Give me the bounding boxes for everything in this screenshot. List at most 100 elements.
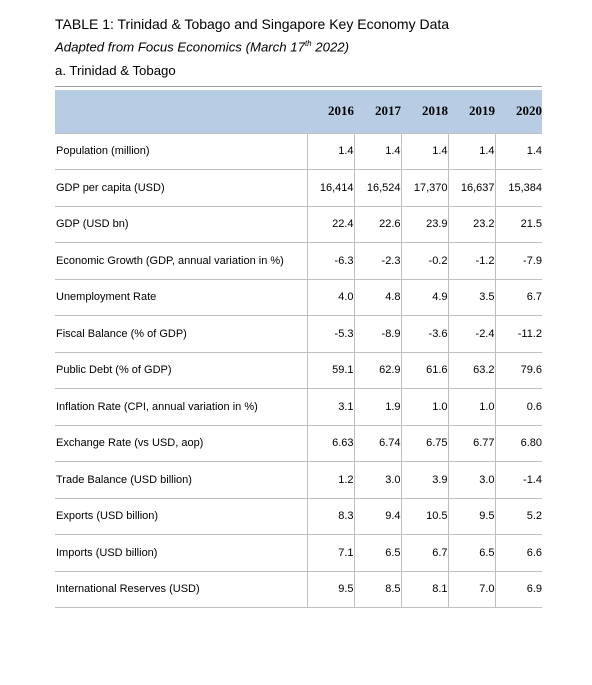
value-cell: 6.77: [447, 425, 496, 462]
value-cell: 1.0: [400, 388, 449, 425]
value-cell: -2.4: [447, 315, 496, 352]
row-label: Imports (USD billion): [56, 546, 158, 559]
value-cell: 21.5: [494, 206, 542, 243]
value-cell: 4.0: [306, 279, 354, 316]
divider: [55, 86, 542, 87]
value-cell: 63.2: [447, 352, 496, 389]
table-row: Unemployment Rate 4.0 4.8 4.9 3.5 6.7: [55, 279, 542, 316]
row-label: Public Debt (% of GDP): [56, 364, 172, 377]
value-cell: -2.3: [353, 242, 401, 279]
value-cell: 17,370: [400, 169, 449, 206]
table-row: Economic Growth (GDP, annual variation i…: [55, 242, 542, 279]
section-heading: a. Trinidad & Tobago: [55, 63, 176, 78]
value-cell: 3.1: [306, 388, 354, 425]
value-cell: 1.9: [353, 388, 401, 425]
value-cell: 4.8: [353, 279, 401, 316]
year-header: 2018: [422, 103, 448, 119]
value-cell: -1.2: [447, 242, 496, 279]
value-cell: 62.9: [353, 352, 401, 389]
economy-data-table: 2016 2017 2018 2019 2020 Population (mil…: [55, 90, 542, 608]
row-label: Population (million): [56, 145, 150, 158]
value-cell: 0.6: [494, 388, 542, 425]
value-cell: 1.2: [306, 461, 354, 498]
row-label: Economic Growth (GDP, annual variation i…: [56, 254, 284, 267]
value-cell: -5.3: [306, 315, 354, 352]
table-row: International Reserves (USD) 9.5 8.5 8.1 7.0…: [55, 571, 542, 608]
value-cell: 1.4: [306, 133, 354, 170]
value-cell: 3.5: [447, 279, 496, 316]
value-cell: 3.9: [400, 461, 449, 498]
row-label: Inflation Rate (CPI, annual variation in…: [56, 400, 258, 413]
row-label: Exports (USD billion): [56, 510, 159, 523]
year-header: 2019: [469, 103, 495, 119]
value-cell: 8.5: [353, 571, 401, 608]
value-cell: 6.74: [353, 425, 401, 462]
value-cell: -7.9: [494, 242, 542, 279]
table-row: Exchange Rate (vs USD, aop) 6.63 6.74 6.75 6…: [55, 425, 542, 462]
value-cell: 6.75: [400, 425, 449, 462]
value-cell: 15,384: [494, 169, 542, 206]
value-cell: 7.0: [447, 571, 496, 608]
table-row: Imports (USD billion) 7.1 6.5 6.7 6.5 6.6: [55, 534, 542, 571]
row-label: GDP (USD bn): [56, 218, 129, 231]
row-label: International Reserves (USD): [56, 583, 200, 596]
row-label: Unemployment Rate: [56, 291, 157, 304]
row-label: Exchange Rate (vs USD, aop): [56, 437, 204, 450]
value-cell: 79.6: [494, 352, 542, 389]
value-cell: 16,524: [353, 169, 401, 206]
value-cell: 16,637: [447, 169, 496, 206]
value-cell: 3.0: [353, 461, 401, 498]
value-cell: 23.2: [447, 206, 496, 243]
row-label: Trade Balance (USD billion): [56, 473, 192, 486]
value-cell: 4.9: [400, 279, 449, 316]
value-cell: 6.7: [494, 279, 542, 316]
value-cell: 16,414: [306, 169, 354, 206]
row-label: GDP per capita (USD): [56, 181, 165, 194]
row-label: Fiscal Balance (% of GDP): [56, 327, 187, 340]
subtitle-text-end: 2022): [311, 39, 350, 55]
value-cell: 6.5: [447, 534, 496, 571]
value-cell: 1.4: [400, 133, 449, 170]
value-cell: -11.2: [494, 315, 542, 352]
value-cell: 6.5: [353, 534, 401, 571]
subtitle-text: Adapted from Focus Economics (March 17: [55, 39, 305, 55]
value-cell: 1.0: [447, 388, 496, 425]
table-row: Trade Balance (USD billion) 1.2 3.0 3.9 3.0-…: [55, 461, 542, 498]
value-cell: 1.4: [494, 133, 542, 170]
value-cell: 9.5: [306, 571, 354, 608]
value-cell: 1.4: [353, 133, 401, 170]
table-row: GDP (USD bn) 22.4 22.6 23.9 23.2 21.5: [55, 206, 542, 243]
table-row: Public Debt (% of GDP) 59.1 62.9 61.6 63.2 79…: [55, 352, 542, 389]
table-header-row: 2016 2017 2018 2019 2020: [55, 90, 542, 133]
header-label-cell: [55, 90, 307, 133]
year-header: 2016: [328, 103, 354, 119]
value-cell: -6.3: [306, 242, 354, 279]
table-row: Population (million) 1.4 1.4 1.4 1.4 1.4: [55, 133, 542, 170]
value-cell: 5.2: [494, 498, 542, 535]
value-cell: -3.6: [400, 315, 449, 352]
value-cell: 9.4: [353, 498, 401, 535]
value-cell: -0.2: [400, 242, 449, 279]
subtitle-superscript: th: [304, 39, 312, 48]
value-cell: 8.1: [400, 571, 449, 608]
value-cell: 6.63: [306, 425, 354, 462]
table-title: TABLE 1: Trinidad & Tobago and Singapore…: [55, 16, 450, 32]
table-row: GDP per capita (USD) 16,414 16,524 17,370 16…: [55, 169, 542, 206]
value-cell: 6.6: [494, 534, 542, 571]
table-row: Exports (USD billion) 8.3 9.4 10.5 9.5 5.2: [55, 498, 542, 535]
value-cell: 1.4: [447, 133, 496, 170]
table-row: Inflation Rate (CPI, annual variation in…: [55, 388, 542, 425]
value-cell: 9.5: [447, 498, 496, 535]
value-cell: 8.3: [306, 498, 354, 535]
value-cell: 59.1: [306, 352, 354, 389]
value-cell: 6.7: [400, 534, 449, 571]
value-cell: 6.9: [494, 571, 542, 608]
value-cell: 22.4: [306, 206, 354, 243]
value-cell: -1.4: [494, 461, 542, 498]
value-cell: 7.1: [306, 534, 354, 571]
value-cell: 61.6: [400, 352, 449, 389]
value-cell: -8.9: [353, 315, 401, 352]
source-subtitle: Adapted from Focus Economics (March 17th…: [55, 39, 349, 54]
value-cell: 3.0: [447, 461, 496, 498]
year-header: 2020: [516, 103, 542, 119]
